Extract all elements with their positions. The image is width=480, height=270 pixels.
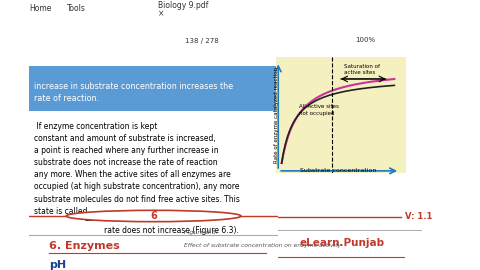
Text: 6. Enzymes: 6. Enzymes [49,241,120,251]
Text: V: 1.1: V: 1.1 [405,212,432,221]
Text: 100%: 100% [355,38,375,43]
Circle shape [66,210,241,222]
Text: saturation: saturation [85,214,130,222]
Text: increase in substrate concentration increases the
rate of reaction.: increase in substrate concentration incr… [34,82,233,103]
Text: Figure 6.3:: Figure 6.3: [183,230,217,235]
Text: Substrate concentration: Substrate concentration [300,168,376,173]
Text: Biology 9.pdf: Biology 9.pdf [158,1,209,10]
Text: All Active sites
not occupied: All Active sites not occupied [299,104,338,116]
Text: ×: × [158,9,165,18]
Text: If enzyme concentration is kept
constant and amount of substrate is increased,
a: If enzyme concentration is kept constant… [34,122,240,216]
Text: Home: Home [29,4,51,13]
Text: eLearn.Punjab: eLearn.Punjab [300,238,385,248]
FancyBboxPatch shape [29,66,278,111]
Text: 6: 6 [150,211,157,221]
Text: pH: pH [49,260,66,270]
Text: Rate of enzyme catalyzed reaction: Rate of enzyme catalyzed reaction [274,67,279,163]
Text: Saturation of
active sites: Saturation of active sites [344,64,380,75]
Text: Effect of substrate concentration on enzyme activity: Effect of substrate concentration on enz… [183,244,340,248]
Text: Tools: Tools [67,4,86,13]
Text: of active sites and reaction
rate does not increase (Figure 6.3).: of active sites and reaction rate does n… [104,214,239,235]
Text: 138 / 278: 138 / 278 [185,38,218,43]
